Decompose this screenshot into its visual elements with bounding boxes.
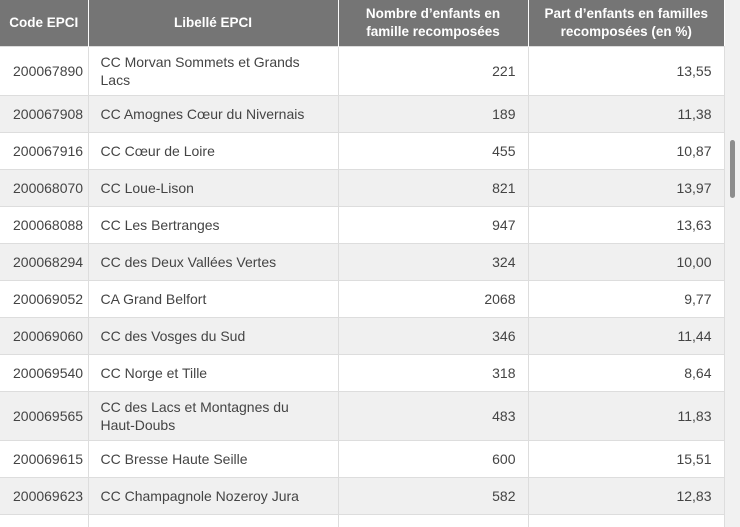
cell-nombre-enfants: 600 xyxy=(337,440,528,478)
cell-part-enfants: 12,83 xyxy=(527,477,725,515)
cell-code-epci: 200069060 xyxy=(0,316,88,355)
cell-nombre-enfants: 324 xyxy=(337,242,528,281)
cell-nombre-enfants: 397 xyxy=(337,514,528,527)
cell-part-enfants: 11,44 xyxy=(527,316,725,355)
cell-nombre-enfants: 318 xyxy=(337,353,528,392)
cell-code-epci: 200069540 xyxy=(0,353,88,392)
column-header-code-epci: Code EPCI xyxy=(0,0,88,46)
cell-code-epci: 200067916 xyxy=(0,131,88,170)
table-row: 200067890 CC Morvan Sommets et Grands La… xyxy=(0,45,725,96)
cell-part-enfants: 11,38 xyxy=(527,94,725,133)
cell-nombre-enfants: 189 xyxy=(337,94,528,133)
table-row: 200068088 CC Les Bertranges 947 13,63 xyxy=(0,205,725,244)
column-header-libelle-epci: Libellé EPCI xyxy=(87,0,338,46)
cell-part-enfants: 13,55 xyxy=(527,45,725,96)
cell-code-epci: 200069052 xyxy=(0,279,88,318)
cell-libelle-epci: CC Norge et Tille xyxy=(87,353,338,392)
cell-libelle-epci: CC Amognes Cœur du Nivernais xyxy=(87,94,338,133)
header-row: Code EPCI Libellé EPCI Nombre d’enfants … xyxy=(0,0,724,46)
table-row: 200069615 CC Bresse Haute Seille 600 15,… xyxy=(0,440,725,478)
cell-libelle-epci: CC Cœur de Loire xyxy=(87,131,338,170)
cell-code-epci: 200069615 xyxy=(0,440,88,478)
table-row: 200068294 CC des Deux Vallées Vertes 324… xyxy=(0,242,725,281)
cell-code-epci: 200067890 xyxy=(0,45,88,96)
cell-libelle-epci: CC Bresse Haute Seille xyxy=(87,440,338,478)
cell-part-enfants: 10,00 xyxy=(527,242,725,281)
column-header-part-enfants: Part d’enfants en familles recomposées (… xyxy=(527,0,724,46)
table-row: 200069060 CC des Vosges du Sud 346 11,44 xyxy=(0,316,725,355)
vertical-scrollbar-track[interactable] xyxy=(725,0,740,527)
cell-libelle-epci: CC Mâconnais - Tournugeois xyxy=(87,514,338,527)
cell-nombre-enfants: 821 xyxy=(337,168,528,207)
cell-nombre-enfants: 346 xyxy=(337,316,528,355)
cell-part-enfants: 13,97 xyxy=(527,168,725,207)
cell-nombre-enfants: 947 xyxy=(337,205,528,244)
table-row: 200069540 CC Norge et Tille 318 8,64 xyxy=(0,353,725,392)
table-row: 200069052 CA Grand Belfort 2068 9,77 xyxy=(0,279,725,318)
cell-nombre-enfants: 483 xyxy=(337,390,528,441)
cell-libelle-epci: CC des Deux Vallées Vertes xyxy=(87,242,338,281)
cell-nombre-enfants: 582 xyxy=(337,477,528,515)
table-row: 200067908 CC Amognes Cœur du Nivernais 1… xyxy=(0,94,725,133)
cell-code-epci: 200067908 xyxy=(0,94,88,133)
cell-code-epci: 200068088 xyxy=(0,205,88,244)
cell-code-epci: 200069698 xyxy=(0,514,88,527)
cell-libelle-epci: CC des Lacs et Montagnes du Haut-Doubs xyxy=(87,390,338,441)
cell-nombre-enfants: 2068 xyxy=(337,279,528,318)
table-row: 200069698 CC Mâconnais - Tournugeois 397… xyxy=(0,514,725,527)
cell-nombre-enfants: 455 xyxy=(337,131,528,170)
cell-part-enfants: 11,83 xyxy=(527,390,725,441)
cell-libelle-epci: CC Les Bertranges xyxy=(87,205,338,244)
cell-libelle-epci: CA Grand Belfort xyxy=(87,279,338,318)
cell-libelle-epci: CC Loue-Lison xyxy=(87,168,338,207)
table-header: Code EPCI Libellé EPCI Nombre d’enfants … xyxy=(0,0,724,46)
cell-part-enfants: 12,81 xyxy=(527,514,725,527)
cell-part-enfants: 10,87 xyxy=(527,131,725,170)
table-row: 200069565 CC des Lacs et Montagnes du Ha… xyxy=(0,390,725,441)
column-header-nombre-enfants: Nombre d’enfants en famille recomposées xyxy=(337,0,528,46)
table-row: 200067916 CC Cœur de Loire 455 10,87 xyxy=(0,131,725,170)
cell-libelle-epci: CC Morvan Sommets et Grands Lacs xyxy=(87,45,338,96)
table-body: 200067890 CC Morvan Sommets et Grands La… xyxy=(0,45,725,527)
cell-part-enfants: 9,77 xyxy=(527,279,725,318)
epci-table: Code EPCI Libellé EPCI Nombre d’enfants … xyxy=(0,0,725,527)
cell-code-epci: 200068070 xyxy=(0,168,88,207)
cell-part-enfants: 8,64 xyxy=(527,353,725,392)
cell-code-epci: 200069623 xyxy=(0,477,88,515)
cell-libelle-epci: CC des Vosges du Sud xyxy=(87,316,338,355)
cell-part-enfants: 13,63 xyxy=(527,205,725,244)
cell-code-epci: 200069565 xyxy=(0,390,88,441)
cell-nombre-enfants: 221 xyxy=(337,45,528,96)
cell-libelle-epci: CC Champagnole Nozeroy Jura xyxy=(87,477,338,515)
table-row: 200068070 CC Loue-Lison 821 13,97 xyxy=(0,168,725,207)
vertical-scrollbar-thumb[interactable] xyxy=(730,140,735,198)
cell-part-enfants: 15,51 xyxy=(527,440,725,478)
table-row: 200069623 CC Champagnole Nozeroy Jura 58… xyxy=(0,477,725,515)
cell-code-epci: 200068294 xyxy=(0,242,88,281)
